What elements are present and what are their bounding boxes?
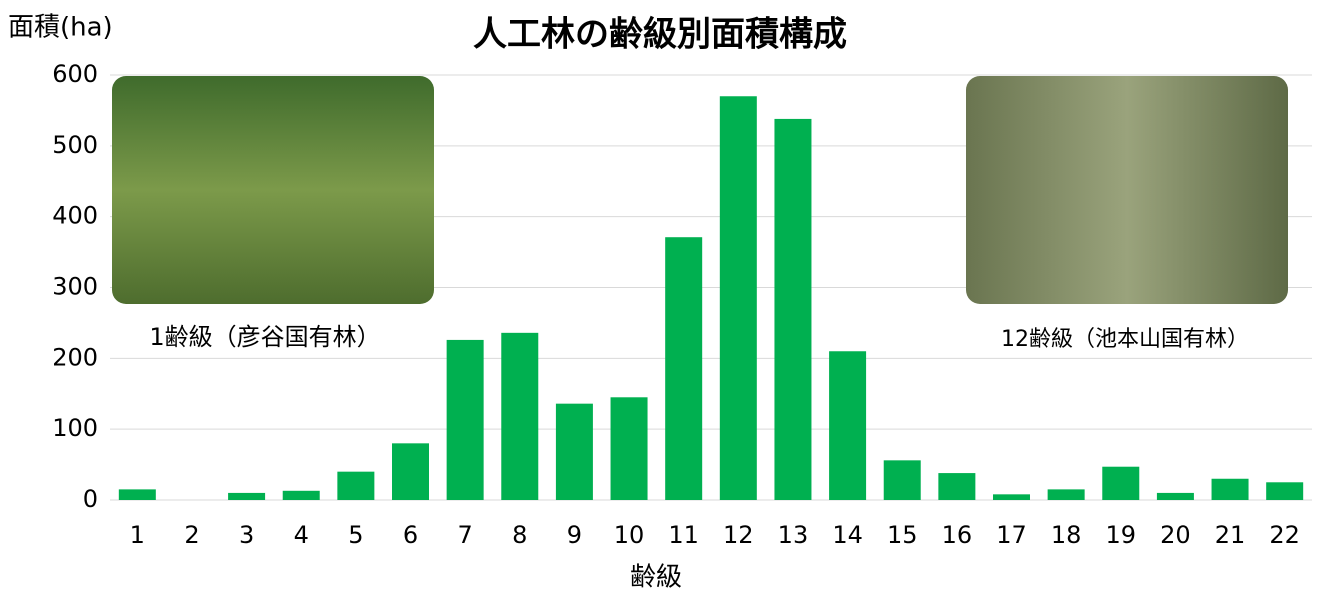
x-tick-label: 16	[942, 521, 973, 549]
bar	[337, 471, 375, 500]
x-tick-label: 17	[996, 521, 1027, 549]
bar	[883, 460, 921, 500]
bar	[501, 332, 539, 500]
bar	[829, 351, 867, 500]
bar	[1211, 478, 1249, 500]
y-axis-label: 面積(ha)	[8, 13, 113, 43]
y-tick-label: 0	[83, 485, 98, 513]
bar	[993, 494, 1030, 500]
y-tick-label: 400	[52, 202, 98, 230]
bar	[938, 473, 976, 500]
x-tick-label: 2	[184, 521, 199, 549]
x-tick-label: 22	[1269, 521, 1300, 549]
bar	[1047, 489, 1085, 500]
bar	[392, 443, 429, 500]
bar	[228, 492, 266, 500]
x-tick-label: 20	[1160, 521, 1191, 549]
x-axis-label: 齢級	[630, 563, 682, 591]
x-tick-label: 5	[348, 521, 363, 549]
chart-title: 人工林の齢級別面積構成	[473, 15, 847, 55]
photo-young-forest	[112, 76, 434, 304]
bar	[774, 118, 812, 501]
x-tick-label: 8	[512, 521, 527, 549]
y-tick-label: 600	[52, 60, 98, 88]
bar	[282, 490, 320, 500]
x-tick-label: 6	[403, 521, 418, 549]
x-tick-label: 13	[778, 521, 809, 549]
photo-mature-forest	[966, 76, 1288, 304]
bar	[610, 397, 648, 500]
x-tick-label: 15	[887, 521, 918, 549]
x-tick-label: 19	[1105, 521, 1136, 549]
x-tick-label: 10	[614, 521, 645, 549]
x-tick-label: 3	[239, 521, 254, 549]
x-tick-label: 18	[1051, 521, 1082, 549]
bar	[1156, 492, 1194, 500]
x-tick-label: 7	[457, 521, 472, 549]
bar	[1102, 466, 1140, 500]
bar	[665, 237, 703, 501]
bar	[555, 403, 593, 500]
x-tick-label: 11	[668, 521, 699, 549]
y-tick-label: 500	[52, 131, 98, 159]
x-tick-label: 9	[567, 521, 582, 549]
y-tick-label: 100	[52, 414, 98, 442]
bar	[1266, 482, 1304, 500]
bar	[118, 489, 156, 500]
photo-caption: 12齢級（池本山国有林）	[1001, 327, 1249, 352]
photo-caption: 1齢級（彦谷国有林）	[149, 323, 380, 351]
x-tick-label: 12	[723, 521, 754, 549]
x-tick-label: 4	[294, 521, 309, 549]
x-tick-label: 21	[1215, 521, 1246, 549]
y-tick-label: 300	[52, 273, 98, 301]
x-tick-label: 14	[832, 521, 863, 549]
bar	[446, 339, 484, 500]
y-tick-label: 200	[52, 343, 98, 371]
bar	[719, 96, 757, 500]
x-tick-label: 1	[130, 521, 145, 549]
